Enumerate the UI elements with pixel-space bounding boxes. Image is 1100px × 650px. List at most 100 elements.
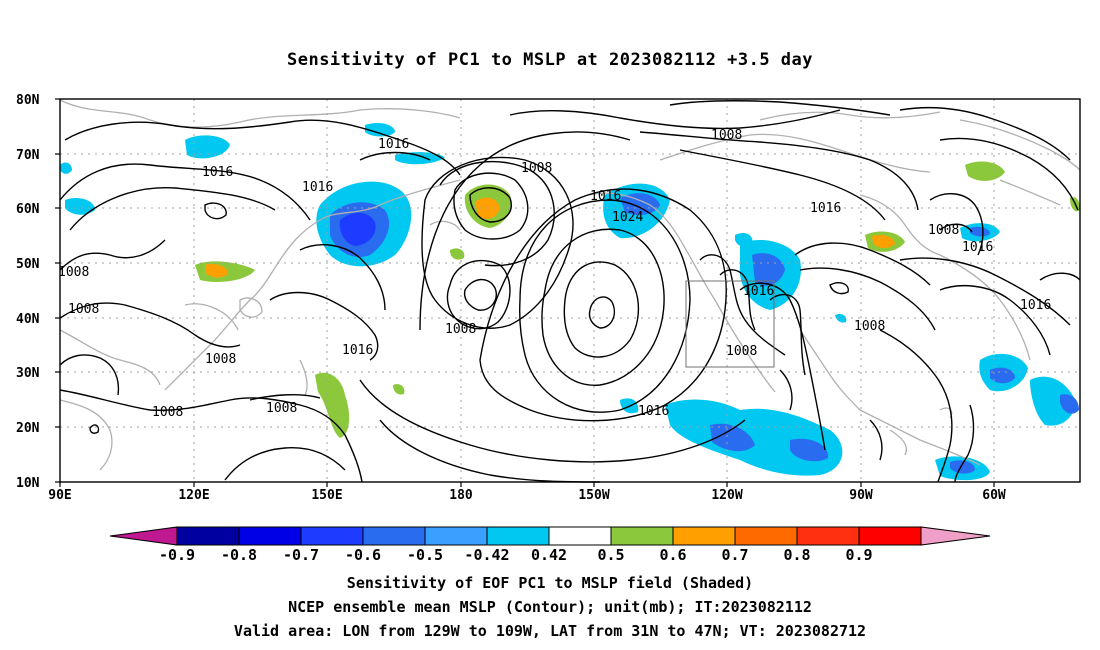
shade-negative bbox=[365, 122, 395, 137]
contour-label: 1016 bbox=[302, 180, 333, 195]
lon-label: 90W bbox=[849, 488, 873, 503]
axis-ticks bbox=[55, 98, 995, 487]
caption-line-2: NCEP ensemble mean MSLP (Contour); unit(… bbox=[288, 598, 812, 616]
colorbar-box bbox=[672, 526, 736, 546]
lat-label: 10N bbox=[16, 476, 40, 491]
mslp-contours bbox=[59, 100, 1081, 483]
lat-label: 30N bbox=[16, 366, 40, 381]
caption-line-3: Valid area: LON from 129W to 109W, LAT f… bbox=[233, 622, 867, 640]
caption-line-1: Sensitivity of EOF PC1 to MSLP field (Sh… bbox=[346, 574, 754, 592]
shade-negative bbox=[185, 135, 230, 159]
contour-label: 1016 bbox=[962, 240, 993, 255]
shade-negative bbox=[65, 198, 95, 215]
contour-label: 1016 bbox=[743, 284, 774, 299]
contour-label: 1024 bbox=[612, 210, 643, 225]
shade-negative bbox=[710, 423, 755, 452]
contour-label: 1008 bbox=[928, 223, 959, 238]
colorbar-box bbox=[796, 526, 860, 546]
colorbar-box bbox=[858, 526, 922, 546]
contour-label: 1008 bbox=[152, 405, 183, 420]
colorbar-box bbox=[610, 526, 674, 546]
lat-label: 70N bbox=[16, 148, 40, 163]
shade-positive bbox=[315, 372, 350, 438]
shade-negative bbox=[60, 162, 72, 174]
colorbar-box bbox=[300, 526, 364, 546]
lon-label: 120W bbox=[711, 488, 742, 503]
contour-label: 1016 bbox=[378, 137, 409, 152]
contour-label: 1016 bbox=[810, 201, 841, 216]
lat-label: 60N bbox=[16, 202, 40, 217]
map-title: Sensitivity of PC1 to MSLP at 2023082112… bbox=[286, 50, 813, 70]
latitude-labels: 80N 70N 60N 50N 40N 30N 20N 10N bbox=[16, 93, 40, 491]
contour-label: 1016 bbox=[1020, 298, 1051, 313]
shade-positive bbox=[205, 264, 228, 278]
contour-label: 1008 bbox=[205, 352, 236, 367]
longitude-labels: 90E 120E 150E 180 150W 120W 90W 60W bbox=[48, 488, 1006, 503]
colorbar-label: -0.9 bbox=[159, 546, 195, 564]
shade-negative bbox=[620, 193, 660, 216]
lon-label: 180 bbox=[449, 488, 473, 503]
lon-label: 120E bbox=[178, 488, 209, 503]
colorbar-label: -0.6 bbox=[345, 546, 381, 564]
colorbar-box bbox=[424, 526, 488, 546]
shade-positive bbox=[965, 161, 1005, 181]
gridlines bbox=[60, 99, 1080, 482]
contour-label: 1016 bbox=[638, 404, 669, 419]
colorbar-box bbox=[362, 526, 426, 546]
colorbar-label: -0.7 bbox=[283, 546, 319, 564]
colorbar-label: 0.9 bbox=[845, 546, 872, 564]
contour-labels: 1016 1016 1016 1016 1008 1008 1008 1008 … bbox=[58, 128, 1051, 420]
shade-negative bbox=[1060, 394, 1079, 414]
colorbar: -0.9 -0.8 -0.7 -0.6 -0.5 -0.42 0.42 0.5 0.6 0.7 0.… bbox=[109, 526, 991, 564]
colorbar-box bbox=[734, 526, 798, 546]
shade-negative bbox=[395, 152, 445, 165]
shade-negative bbox=[790, 438, 829, 462]
coastlines bbox=[59, 99, 1081, 471]
colorbar-label: 0.5 bbox=[597, 546, 624, 564]
lon-label: 150E bbox=[311, 488, 342, 503]
colorbar-label: 0.42 bbox=[531, 546, 567, 564]
colorbar-box bbox=[548, 526, 612, 546]
contour-label: 1008 bbox=[726, 344, 757, 359]
contour-label: 1008 bbox=[445, 322, 476, 337]
contour-label: 1008 bbox=[266, 401, 297, 416]
shaded-sensitivity bbox=[60, 122, 1080, 481]
shade-negative bbox=[835, 313, 847, 323]
colorbar-label: 0.7 bbox=[721, 546, 748, 564]
contour-label: 1008 bbox=[58, 265, 89, 280]
shade-negative bbox=[990, 367, 1015, 384]
lon-label: 150W bbox=[578, 488, 609, 503]
contour-label: 1016 bbox=[590, 189, 621, 204]
shade-negative bbox=[735, 233, 753, 248]
valid-area-box bbox=[685, 280, 775, 368]
lat-label: 40N bbox=[16, 312, 40, 327]
colorbar-label: 0.6 bbox=[659, 546, 686, 564]
colorbar-boxes bbox=[176, 526, 922, 546]
colorbar-label: 0.8 bbox=[783, 546, 810, 564]
lat-label: 50N bbox=[16, 257, 40, 272]
contour-label: 1016 bbox=[202, 165, 233, 180]
contour-label: 1008 bbox=[854, 319, 885, 334]
contour-label: 1008 bbox=[68, 302, 99, 317]
shade-negative bbox=[1030, 376, 1075, 426]
contour-label: 1008 bbox=[521, 161, 552, 176]
shade-positive bbox=[872, 234, 895, 249]
colorbar-label: -0.5 bbox=[407, 546, 443, 564]
shade-negative bbox=[339, 212, 376, 246]
lon-label: 90E bbox=[48, 488, 71, 503]
colorbar-box bbox=[238, 526, 302, 546]
plot-area: 1016 1016 1016 1016 1008 1008 1008 1008 … bbox=[58, 98, 1081, 483]
colorbar-box bbox=[176, 526, 240, 546]
shade-positive bbox=[450, 248, 465, 260]
colorbar-label: -0.8 bbox=[221, 546, 257, 564]
shade-negative bbox=[752, 253, 785, 286]
colorbar-high-end bbox=[920, 526, 991, 546]
colorbar-box bbox=[486, 526, 550, 546]
colorbar-labels: -0.9 -0.8 -0.7 -0.6 -0.5 -0.42 0.42 0.5 0.6 0.7 0.… bbox=[159, 546, 873, 564]
shade-negative bbox=[950, 460, 975, 474]
lat-label: 20N bbox=[16, 421, 40, 436]
contour-label: 1016 bbox=[342, 343, 373, 358]
shade-negative bbox=[970, 226, 990, 237]
lon-label: 60W bbox=[982, 488, 1006, 503]
